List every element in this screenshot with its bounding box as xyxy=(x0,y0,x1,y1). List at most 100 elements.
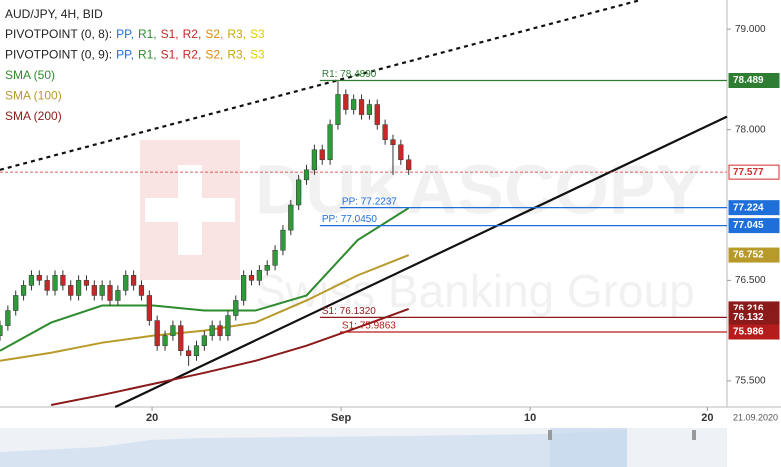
candle-body xyxy=(351,99,357,110)
legend-level: R2, xyxy=(183,48,202,62)
candle-body xyxy=(123,275,129,291)
candle-body xyxy=(390,139,396,145)
candle-body xyxy=(52,275,58,291)
candle-body xyxy=(91,285,97,296)
legend-item: AUD/JPY, 4H, BID xyxy=(5,7,103,21)
candle-body xyxy=(366,104,373,115)
value-box-label: 76.216 xyxy=(733,304,764,315)
candle-body xyxy=(193,345,200,356)
value-box xyxy=(728,218,780,234)
candle-body xyxy=(303,169,310,181)
pivot-label: R1: 78.4890 xyxy=(322,69,377,80)
sma-line xyxy=(50,307,410,406)
trendline xyxy=(114,115,728,408)
candle-body xyxy=(107,285,113,301)
pivot-label: S1: 76.1320 xyxy=(322,306,376,317)
candle-body xyxy=(288,204,294,231)
value-box-label: 77.045 xyxy=(733,220,764,231)
candle-body xyxy=(99,285,105,296)
x-tick-label: Sep xyxy=(331,412,351,424)
candle-body xyxy=(382,124,388,140)
legend-level: S3 xyxy=(250,48,265,62)
candle-body xyxy=(178,325,184,351)
candle-body xyxy=(241,275,247,301)
candle-body xyxy=(170,325,176,336)
logo-cross xyxy=(178,165,202,255)
candle-body xyxy=(374,104,380,125)
value-box-label: 78.489 xyxy=(733,75,764,86)
candle-body xyxy=(36,275,42,281)
candle-body xyxy=(0,325,3,336)
candle-body xyxy=(75,280,82,296)
candle-body xyxy=(209,325,215,336)
candle-body xyxy=(217,325,223,336)
candle-body xyxy=(225,315,231,336)
candle-body xyxy=(138,285,145,296)
candle-body xyxy=(201,335,207,346)
legend-item: SMA (200) xyxy=(5,109,62,123)
value-box-label: 77.224 xyxy=(733,202,764,213)
value-box xyxy=(728,324,780,340)
legend-item: SMA (100) xyxy=(5,89,62,103)
pivot-label: PP: 77.2237 xyxy=(342,196,397,207)
value-box-label: 76.752 xyxy=(733,250,764,261)
trendline xyxy=(0,0,641,171)
candle-body xyxy=(162,335,168,346)
candle-body xyxy=(335,94,341,125)
candle-body xyxy=(248,275,255,281)
legend-item: PIVOTPOINT (0, 9): xyxy=(5,48,112,62)
navigator-handle[interactable] xyxy=(548,430,552,440)
sma-line xyxy=(0,207,410,352)
legend-level: R3, xyxy=(227,48,246,62)
candle-body xyxy=(83,280,90,286)
candle-body xyxy=(256,270,262,281)
legend-level: S3 xyxy=(250,27,265,41)
candle-body xyxy=(60,275,66,286)
value-box xyxy=(728,200,780,216)
logo-cross xyxy=(145,198,235,222)
legend-item: PIVOTPOINT (0, 8): xyxy=(5,27,112,41)
candle-body xyxy=(233,300,239,316)
candle-body xyxy=(44,280,50,291)
value-box-label: 75.986 xyxy=(733,327,764,338)
value-box xyxy=(728,72,780,88)
candle-body xyxy=(13,295,19,311)
x-tick-label: 20 xyxy=(701,412,713,424)
legend-item: SMA (50) xyxy=(5,68,55,82)
pivot-label: PP: 77.0450 xyxy=(322,214,377,225)
candle-body xyxy=(68,285,74,296)
candle-body xyxy=(398,144,404,161)
legend-level: R2, xyxy=(183,27,202,41)
legend-level: R1, xyxy=(138,27,157,41)
legend-level: S1, xyxy=(161,27,179,41)
legend-level: S2, xyxy=(205,48,223,62)
navigator-handle[interactable] xyxy=(692,430,696,440)
candle-body xyxy=(343,94,349,110)
pivot-label: S1: 75.9863 xyxy=(342,321,396,332)
value-box-label: 76.132 xyxy=(733,312,764,323)
legend-level: R1, xyxy=(138,48,157,62)
y-tick-label: 79.000 xyxy=(735,24,766,35)
y-tick-label: 75.500 xyxy=(735,376,766,387)
value-box xyxy=(728,247,780,263)
y-tick-label: 78.000 xyxy=(735,124,766,135)
y-tick-label: 76.500 xyxy=(735,275,766,286)
navigator-area xyxy=(0,430,627,467)
value-box xyxy=(728,309,780,325)
candle-body xyxy=(272,249,278,266)
candle-body xyxy=(358,99,365,115)
candle-body xyxy=(327,124,333,161)
candle-body xyxy=(146,295,152,321)
value-box xyxy=(728,164,780,180)
candle-body xyxy=(296,179,302,206)
value-box-label: 77.577 xyxy=(733,167,764,178)
candle-body xyxy=(406,159,412,171)
candle-body xyxy=(280,229,286,251)
navigator-window[interactable] xyxy=(550,428,627,467)
logo-box xyxy=(140,140,240,280)
candle-body xyxy=(186,350,192,356)
legend-level: S1, xyxy=(161,48,179,62)
legend-level: R3, xyxy=(227,27,246,41)
